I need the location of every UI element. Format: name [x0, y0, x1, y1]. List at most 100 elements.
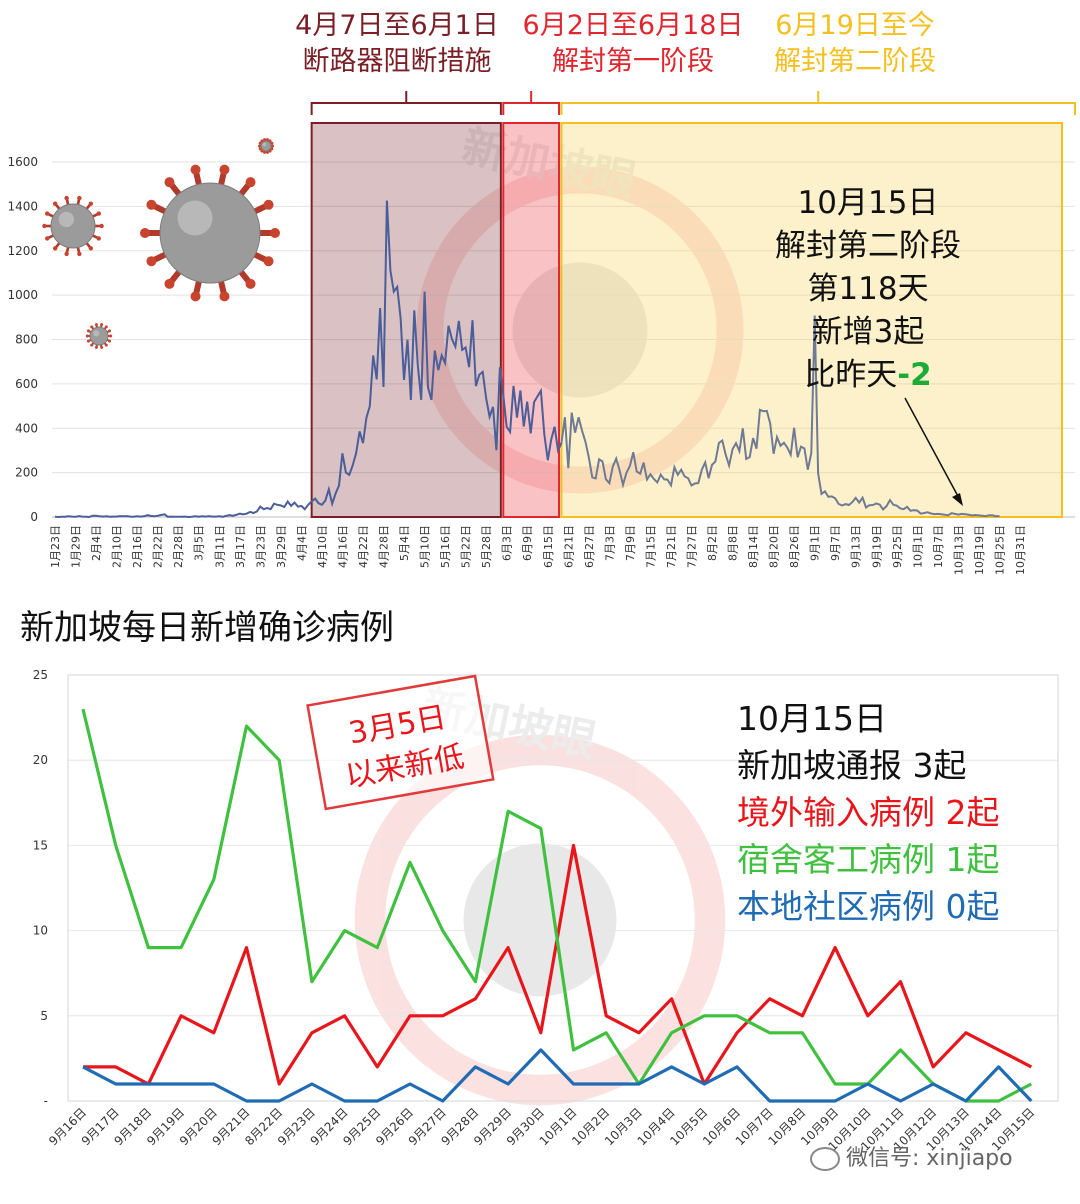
- chart1-xtick: 7月3日: [603, 525, 616, 561]
- phase-box-2: [502, 122, 561, 518]
- virus-icon-3-spike-tip: [100, 323, 104, 327]
- watermark-bottom-ring: [354, 734, 726, 1106]
- chart1-xtick: 6月15日: [542, 525, 555, 568]
- phase-name-1: 断路器阻断措施: [303, 46, 492, 77]
- virus-icon-4-spike-tip: [263, 150, 267, 154]
- phase-box-1: [310, 122, 502, 518]
- virus-icon-3-spike-tip: [109, 334, 113, 338]
- phase-range-2: 6月2日至6月18日: [523, 10, 744, 41]
- virus-icon-2-spike-tip: [263, 256, 274, 267]
- virus-icon-2-spike-tip: [190, 291, 201, 302]
- virus-icon-2-spike-tip: [245, 177, 256, 188]
- virus-icon-1-spike-tip: [88, 246, 94, 251]
- virus-icon-3: [85, 323, 113, 349]
- virus-icon-4-spike-tip: [265, 138, 269, 142]
- chart1-xtick: 1月23日: [49, 525, 62, 568]
- virus-icon-4-spike-tip: [270, 147, 274, 151]
- wechat-icon: [810, 1147, 840, 1171]
- chart2-legend-total: 新加坡通报 3起: [737, 746, 967, 785]
- virus-icon-1-spike-tip: [52, 246, 58, 251]
- chart1-xtick: 3月5日: [193, 525, 206, 561]
- chart1-ytick: 1000: [7, 288, 38, 302]
- chart1-annotation-arrow: [904, 397, 961, 501]
- virus-icon-4-spike-tip: [258, 144, 261, 148]
- virus-icon-3-spike-tip: [86, 339, 90, 343]
- chart2-ytick: 15: [33, 838, 48, 852]
- chart1-xtick: 8月20日: [768, 525, 781, 568]
- chart2-ytick: 25: [33, 668, 48, 682]
- chart1-xtick: 7月9日: [624, 525, 637, 561]
- chart1-xtick: 10月25日: [993, 525, 1006, 575]
- virus-icon-3-spike-tip: [85, 334, 89, 338]
- chart1-xtick: 7月21日: [665, 525, 678, 568]
- chart1-xtick: 6月27日: [583, 525, 596, 568]
- virus-icon-4-spike-tip: [265, 150, 269, 154]
- virus-icon-4-spike-tip: [263, 138, 267, 142]
- virus-icon-1-body: [50, 203, 96, 249]
- chart1-xtick: 6月3日: [501, 525, 514, 561]
- chart2-stamp-border: [306, 674, 495, 811]
- chart1-xtick: 2月10日: [111, 525, 124, 568]
- chart1-annotation-compare-label: 比昨天: [804, 357, 897, 393]
- virus-icon-1-spike-tip: [64, 251, 69, 257]
- chart1-xtick: 3月17日: [234, 525, 247, 568]
- virus-icon-3-spike-tip: [94, 323, 98, 327]
- virus-icon-1-spike-tip: [99, 223, 104, 229]
- chart1-annotation-delta: -2: [897, 357, 931, 393]
- chart1-xtick: 3月11日: [213, 525, 226, 568]
- chart2-legend-community: 本地社区病例 0起: [737, 887, 1000, 926]
- chart2-ytick: 20: [33, 753, 48, 767]
- chart1-annotation-line3: 第118天: [807, 271, 928, 307]
- chart1-xtick: 4月16日: [336, 525, 349, 568]
- chart1-ytick: 200: [15, 466, 38, 480]
- virus-icon-2: [140, 164, 280, 302]
- virus-icon-2-body: [159, 182, 261, 284]
- chart1-annotation-line1: 10月15日: [798, 185, 939, 221]
- phase-bracket-2: [502, 91, 561, 115]
- chart2-series-dorm: [81, 708, 1033, 1103]
- virus-icon-1-spike-tip: [64, 195, 69, 201]
- chart1-xtick: 8月8日: [727, 525, 740, 561]
- chart1-annotation-compare: 比昨天-2: [804, 357, 931, 393]
- chart1-xtick: 8月26日: [788, 525, 801, 568]
- chart2-series-community: [82, 1048, 1033, 1103]
- virus-icon-1: [42, 195, 104, 257]
- chart2-ytick: 10: [33, 924, 48, 938]
- chart1-ytick: 0: [30, 510, 38, 524]
- watermark-top-core: [512, 262, 648, 398]
- chart1-xtick: 2月16日: [131, 525, 144, 568]
- virus-icon-2-spike-tip: [270, 228, 280, 238]
- chart2-legend-date: 10月15日: [737, 699, 887, 738]
- chart1-xtick: 9月19日: [870, 525, 883, 568]
- virus-icon-2-spike-tip: [164, 177, 175, 188]
- chart1-xtick: 3月23日: [254, 525, 267, 568]
- chart1-xtick: 2月4日: [90, 525, 103, 561]
- chart1-xtick: 6月21日: [562, 525, 575, 568]
- chart1-xtick: 10月13日: [952, 525, 965, 575]
- virus-icon-4-spike-tip: [271, 144, 274, 148]
- virus-icon-3-shine: [93, 330, 100, 337]
- phase-range-3: 6月19日至今: [775, 10, 935, 41]
- chart2-legend-imported: 境外输入病例 2起: [737, 793, 1000, 832]
- chart1-annotation-arrowhead: [952, 493, 963, 506]
- virus-icon-2-spike-tip: [146, 199, 157, 210]
- virus-icon-2-spike-tip: [263, 199, 274, 210]
- virus-icon-3-spike-tip: [108, 329, 112, 333]
- chart1-ytick: 1200: [7, 244, 38, 258]
- chart1-xtick: 4月22日: [357, 525, 370, 568]
- chart1-xtick: 5月4日: [398, 525, 411, 561]
- virus-icon-2-spike-tip: [146, 256, 157, 267]
- chart1-xtick: 7月15日: [644, 525, 657, 568]
- chart1-annotation-line2: 解封第二阶段: [775, 228, 961, 264]
- chart1-ytick: 600: [15, 377, 38, 391]
- chart1-series-line-phase3: [560, 315, 1000, 518]
- virus-icon-3-spike-tip: [100, 345, 104, 349]
- phase-bracket-1: [310, 91, 502, 115]
- chart1-xtick: 4月10日: [316, 525, 329, 568]
- chart1-xtick: 3月29日: [275, 525, 288, 568]
- wechat-footer: 微信号: xinjiapo: [810, 1140, 1013, 1172]
- virus-icon-4-spike-tip: [258, 147, 262, 151]
- chart1-xtick: 4月28日: [378, 525, 391, 568]
- chart1-xtick: 1月29日: [70, 525, 83, 568]
